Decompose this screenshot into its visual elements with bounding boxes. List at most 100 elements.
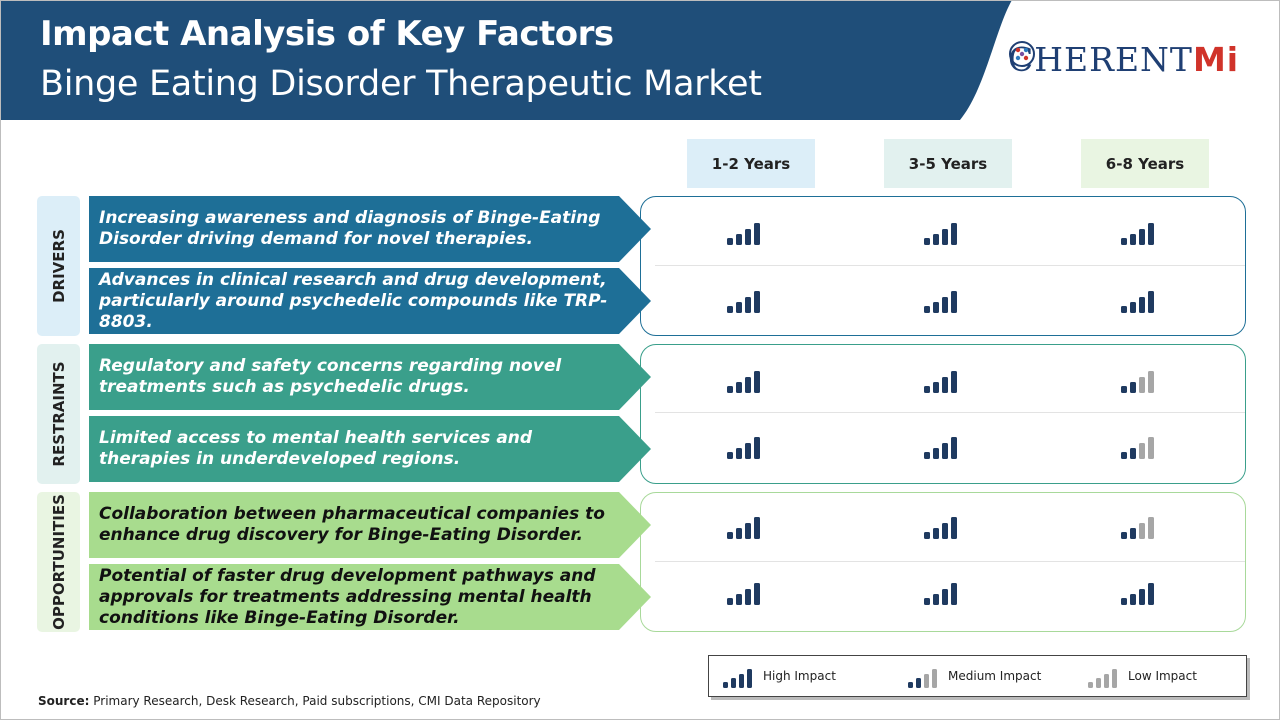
factor-text: Collaboration between pharmaceutical com… (99, 504, 605, 545)
signal-bar (933, 302, 939, 313)
factor-row: Advances in clinical research and drug d… (89, 268, 651, 334)
signal-bar (745, 377, 751, 393)
signal-bar (942, 589, 948, 605)
high-impact-signal-icon (1121, 291, 1154, 313)
signal-bar (745, 229, 751, 245)
page-subtitle: Binge Eating Disorder Therapeutic Market (40, 64, 762, 104)
signal-bar (754, 583, 760, 605)
signal-bar (942, 443, 948, 459)
high-impact-signal-icon (727, 291, 760, 313)
signal-bar (736, 594, 742, 605)
drivers-label: DRIVERS (49, 229, 68, 303)
signal-bar (745, 589, 751, 605)
legend-medium-label: Medium Impact (948, 669, 1042, 683)
signal-bar (1148, 223, 1154, 245)
signal-bar (1088, 682, 1093, 688)
signal-bar (924, 452, 930, 459)
signal-bar (739, 674, 744, 688)
logo-globe-icon (1009, 41, 1035, 67)
signal-bar (916, 678, 921, 688)
signal-bar (942, 297, 948, 313)
high-impact-signal-icon (727, 517, 760, 539)
signal-bar (747, 669, 752, 688)
signal-bar (1121, 452, 1127, 459)
high-impact-signal-icon (727, 583, 760, 605)
signal-bar (951, 517, 957, 539)
signal-bar (1139, 443, 1145, 459)
signal-bar (951, 291, 957, 313)
signal-bar (933, 448, 939, 459)
signal-bar (736, 234, 742, 245)
signal-bar (1148, 437, 1154, 459)
medium-impact-signal-icon (908, 669, 937, 688)
factor-text: Limited access to mental health services… (99, 428, 533, 469)
factor-row: Increasing awareness and diagnosis of Bi… (89, 196, 651, 262)
restraints-category-tab: RESTRAINTS (37, 344, 80, 484)
factor-row: Potential of faster drug development pat… (89, 564, 651, 630)
signal-bar (1121, 238, 1127, 245)
signal-bar (1121, 386, 1127, 393)
signal-bar (924, 532, 930, 539)
signal-bar (745, 443, 751, 459)
high-impact-signal-icon (727, 437, 760, 459)
signal-bar (754, 437, 760, 459)
signal-bar (924, 386, 930, 393)
opportunities-impact-band (640, 492, 1246, 632)
signal-bar (1104, 674, 1109, 688)
signal-bar (1130, 302, 1136, 313)
signal-bar (932, 669, 937, 688)
signal-bar (754, 223, 760, 245)
high-impact-signal-icon (727, 223, 760, 245)
factor-row: Limited access to mental health services… (89, 416, 651, 482)
signal-bar (1139, 589, 1145, 605)
signal-bar (1148, 583, 1154, 605)
factor-text: Increasing awareness and diagnosis of Bi… (99, 208, 601, 249)
row-divider (655, 561, 1245, 562)
signal-bar (924, 598, 930, 605)
row-divider (655, 412, 1245, 413)
restraints-label: RESTRAINTS (49, 361, 68, 467)
signal-bar (727, 598, 733, 605)
low-impact-signal-icon (1088, 669, 1117, 688)
signal-bar (745, 297, 751, 313)
impact-legend: High Impact Medium Impact Low Impact (708, 655, 1247, 697)
signal-bar (727, 306, 733, 313)
legend-low-label: Low Impact (1128, 669, 1197, 683)
signal-bar (1139, 523, 1145, 539)
signal-bar (736, 528, 742, 539)
signal-bar (754, 517, 760, 539)
signal-bar (727, 532, 733, 539)
signal-bar (951, 371, 957, 393)
factor-row: Collaboration between pharmaceutical com… (89, 492, 651, 558)
signal-bar (736, 448, 742, 459)
opportunities-label: OPPORTUNITIES (49, 494, 68, 630)
signal-bar (1148, 371, 1154, 393)
signal-bar (951, 223, 957, 245)
signal-bar (933, 594, 939, 605)
signal-bar (1112, 669, 1117, 688)
signal-bar (1130, 382, 1136, 393)
signal-bar (951, 583, 957, 605)
signal-bar (1130, 448, 1136, 459)
signal-bar (1130, 234, 1136, 245)
high-impact-signal-icon (1121, 583, 1154, 605)
signal-bar (727, 238, 733, 245)
signal-bar (754, 291, 760, 313)
high-impact-signal-icon (924, 583, 957, 605)
factor-text: Regulatory and safety concerns regarding… (99, 356, 562, 397)
signal-bar (933, 234, 939, 245)
signal-bar (727, 452, 733, 459)
column-header-1-2-years: 1-2 Years (687, 139, 815, 188)
opportunities-category-tab: OPPORTUNITIES (37, 492, 80, 632)
signal-bar (933, 382, 939, 393)
signal-bar (942, 377, 948, 393)
high-impact-signal-icon (723, 669, 752, 688)
signal-bar (736, 382, 742, 393)
signal-bar (942, 229, 948, 245)
signal-bar (924, 306, 930, 313)
high-impact-signal-icon (924, 437, 957, 459)
signal-bar (1130, 528, 1136, 539)
signal-bar (1139, 377, 1145, 393)
source-note: Source: Primary Research, Desk Research,… (38, 694, 541, 708)
factor-row: Regulatory and safety concerns regarding… (89, 344, 651, 410)
